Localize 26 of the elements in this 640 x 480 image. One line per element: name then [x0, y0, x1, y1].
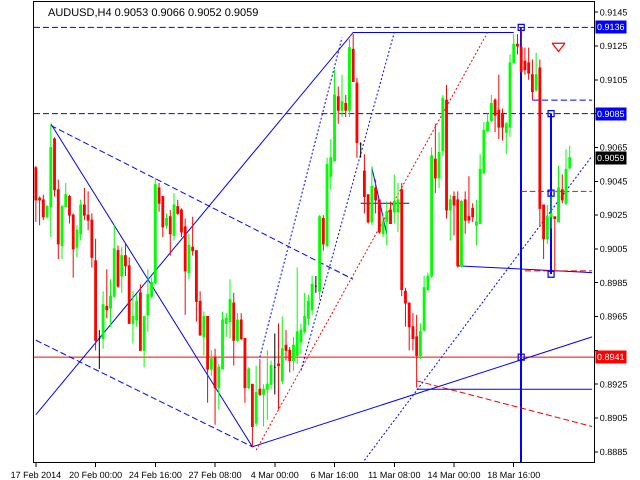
- x-tick-label: 14 Mar 00:00: [427, 470, 481, 480]
- x-tick-label: 18 Mar 16:00: [487, 470, 540, 480]
- ref-line-label: 0.9085: [597, 109, 625, 119]
- chart-title: AUDUSD,H4 0.9053 0.9066 0.9052 0.9059: [48, 6, 258, 19]
- y-tick-label: 0.8925: [600, 379, 628, 390]
- y-tick-label: 0.9025: [600, 210, 628, 220]
- annotation: 0.9059: [597, 153, 625, 163]
- y-tick-label: 0.9065: [600, 142, 628, 153]
- y-tick-label: 0.9145: [600, 7, 628, 18]
- y-tick-label: 0.9105: [600, 74, 628, 85]
- y-tick-label: 0.9005: [600, 244, 628, 254]
- x-tick-label: 17 Feb 2014: [10, 470, 62, 480]
- x-tick-label: 24 Feb 16:00: [128, 470, 182, 480]
- x-tick-label: 11 Mar 08:00: [368, 470, 420, 480]
- y-tick-label: 0.8885: [600, 447, 628, 457]
- y-tick-label: 0.8905: [600, 413, 628, 424]
- y-tick-label: 0.8985: [600, 278, 628, 288]
- y-tick-label: 0.8965: [600, 312, 628, 322]
- ref-line-label: 0.8941: [597, 352, 625, 362]
- x-tick-label: 20 Feb 00:00: [69, 470, 122, 480]
- ref-line-label: 0.9136: [597, 22, 625, 32]
- x-tick-label: 4 Mar 00:00: [250, 470, 299, 480]
- x-tick-label: 6 Mar 16:00: [310, 470, 359, 480]
- x-tick-label: 27 Feb 08:00: [188, 470, 242, 480]
- y-tick-label: 0.9045: [600, 176, 628, 186]
- y-tick-label: 0.9125: [600, 41, 628, 52]
